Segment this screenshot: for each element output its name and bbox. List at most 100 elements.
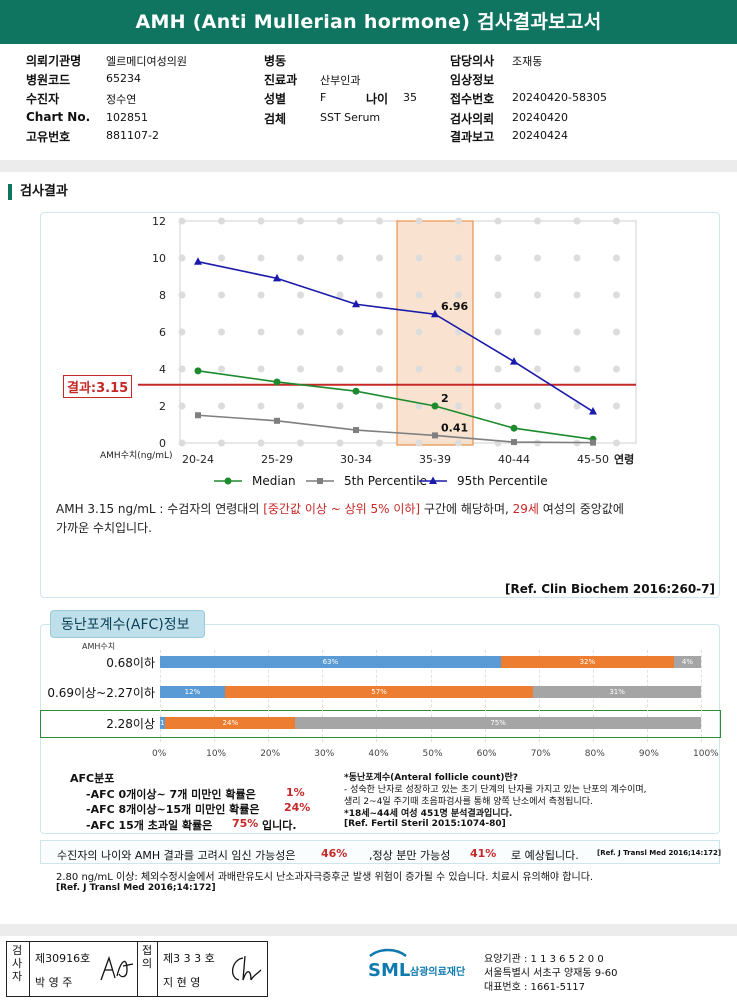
afc-amh-label: AMH수치	[82, 642, 116, 651]
afc-dist-value: 24%	[284, 801, 311, 814]
afc-bar: 63% 32% 4%	[160, 656, 701, 668]
desc-range: [중간값 이상 ~ 상위 5% 이하]	[263, 502, 421, 516]
grid-dot	[178, 291, 186, 299]
afc-bar-segment: 32%	[500, 656, 674, 668]
grid-dot	[376, 365, 383, 373]
grid-dot	[613, 439, 620, 447]
info-label: 병동	[264, 54, 287, 68]
grid-dot	[376, 291, 383, 299]
grid-dot	[494, 217, 502, 225]
afc-x-tick: 90%	[638, 749, 659, 759]
grid-dot	[336, 291, 344, 299]
grid-dot	[297, 291, 304, 299]
reporter-signature	[232, 955, 262, 981]
tester-number: 제30916호	[35, 952, 91, 965]
legend-label: 5th Percentile	[344, 474, 427, 488]
info-label: 의뢰기관명	[26, 54, 82, 68]
data-point	[274, 417, 280, 424]
info-value: 65234	[106, 72, 141, 85]
afc-x-tick: 20%	[260, 749, 281, 759]
afc-dist-value: 1%	[286, 786, 305, 799]
y-tick-label: 8	[159, 289, 166, 302]
data-point	[273, 273, 281, 282]
afc-bar-segment: 24%	[165, 717, 296, 729]
grid-dot	[573, 328, 581, 336]
afc-x-tick: 80%	[584, 749, 605, 759]
institution-phone: 대표번호 : 1661-5117	[484, 982, 586, 993]
logo-name: 삼광의료재단	[410, 965, 466, 978]
y-tick-label: 6	[159, 326, 166, 339]
afc-bar: 12% 57% 31%	[160, 686, 701, 698]
afc-note: *18세~44세 여성 451명 분석결과입니다.	[344, 809, 513, 819]
afc-dist-text: -AFC 0개이상~ 7개 미만인 확률은	[86, 788, 256, 801]
info-label: Chart No.	[26, 110, 91, 124]
info-value: 엘르메디여성의원	[106, 55, 187, 68]
legend-label: Median	[252, 474, 296, 488]
info-value: 정수연	[106, 93, 137, 106]
grid-dot	[455, 217, 462, 225]
afc-grid-line	[701, 650, 702, 742]
afc-dist-value: 75%	[232, 817, 259, 830]
grid-dot	[534, 365, 541, 373]
grid-dot	[573, 254, 581, 262]
desc-text: 구간에 해당하며,	[420, 502, 513, 516]
grid-dot	[376, 254, 383, 262]
info-label: 병원코드	[26, 73, 71, 87]
info-label: 나이	[366, 92, 389, 106]
grid-dot	[415, 402, 423, 410]
info-value: SST Serum	[320, 111, 381, 124]
sig-divider	[29, 942, 30, 996]
grid-dot	[218, 402, 225, 410]
data-point	[353, 427, 359, 434]
grid-dot	[494, 402, 502, 410]
afc-dist-line: -AFC 15개 초과일 확률은	[86, 817, 212, 833]
grid-dot	[257, 254, 265, 262]
info-value: 881107-2	[106, 129, 159, 142]
x-axis-label: 연령	[614, 452, 634, 466]
x-tick-label: 45-50	[577, 453, 609, 466]
grid-dot	[257, 328, 265, 336]
reporter-label: 접의	[141, 944, 153, 970]
logo-text: SML	[368, 960, 410, 981]
grid-dot	[178, 254, 186, 262]
afc-x-tick: 30%	[314, 749, 335, 759]
pred-text: ,정상 분만 가능성	[369, 849, 451, 862]
grid-dot	[494, 328, 502, 336]
afc-bar-segment: 57%	[224, 686, 534, 698]
grid-dot	[494, 254, 502, 262]
pred-text: 수진자의 나이와 AMH 결과를 고려시 임신 가능성은	[57, 849, 296, 862]
sig-divider	[157, 942, 158, 996]
divider-band	[0, 160, 737, 172]
afc-highlight-row	[40, 710, 721, 738]
institution-code: 요양기관 : 1 1 3 6 5 2 0 0	[484, 954, 604, 965]
grid-dot	[376, 402, 383, 410]
grid-dot	[218, 254, 225, 262]
info-value: 20240420-58305	[512, 91, 607, 104]
info-label: 성별	[264, 92, 287, 106]
grid-dot	[218, 328, 225, 336]
afc-dist-line: -AFC 0개이상~ 7개 미만인 확률은	[86, 786, 256, 802]
info-value: 조재동	[512, 55, 543, 68]
info-value: F	[320, 91, 327, 104]
x-tick-label: 35-39	[419, 453, 451, 466]
afc-x-tick: 0%	[152, 749, 167, 759]
info-value: 산부인과	[320, 74, 361, 87]
info-label: 결과보고	[450, 130, 495, 144]
patient-info: 의뢰기관명 엘르메디여성의원 병원코드 65234 수진자 정수연 Chart …	[26, 52, 726, 148]
grid-dot	[297, 254, 304, 262]
data-point	[510, 424, 518, 432]
grid-dot	[573, 291, 581, 299]
grid-dot	[573, 217, 581, 225]
grid-dot	[297, 439, 304, 447]
result-tag: 결과:3.15	[63, 375, 133, 398]
series-line	[197, 370, 594, 441]
info-label: 임상정보	[450, 73, 495, 87]
tester-name: 박 영 주	[35, 976, 73, 989]
legend-label: 95th Percentile	[457, 474, 548, 488]
data-point	[590, 439, 596, 446]
info-label: 접수번호	[450, 92, 495, 106]
signature-box: 검사자 제30916호 박 영 주 접의 제3 3 3 호 지 현 영	[6, 941, 268, 997]
y-tick-label: 0	[159, 437, 166, 450]
desc-age: 29세	[512, 502, 539, 516]
x-tick-label: 20-24	[182, 453, 214, 466]
